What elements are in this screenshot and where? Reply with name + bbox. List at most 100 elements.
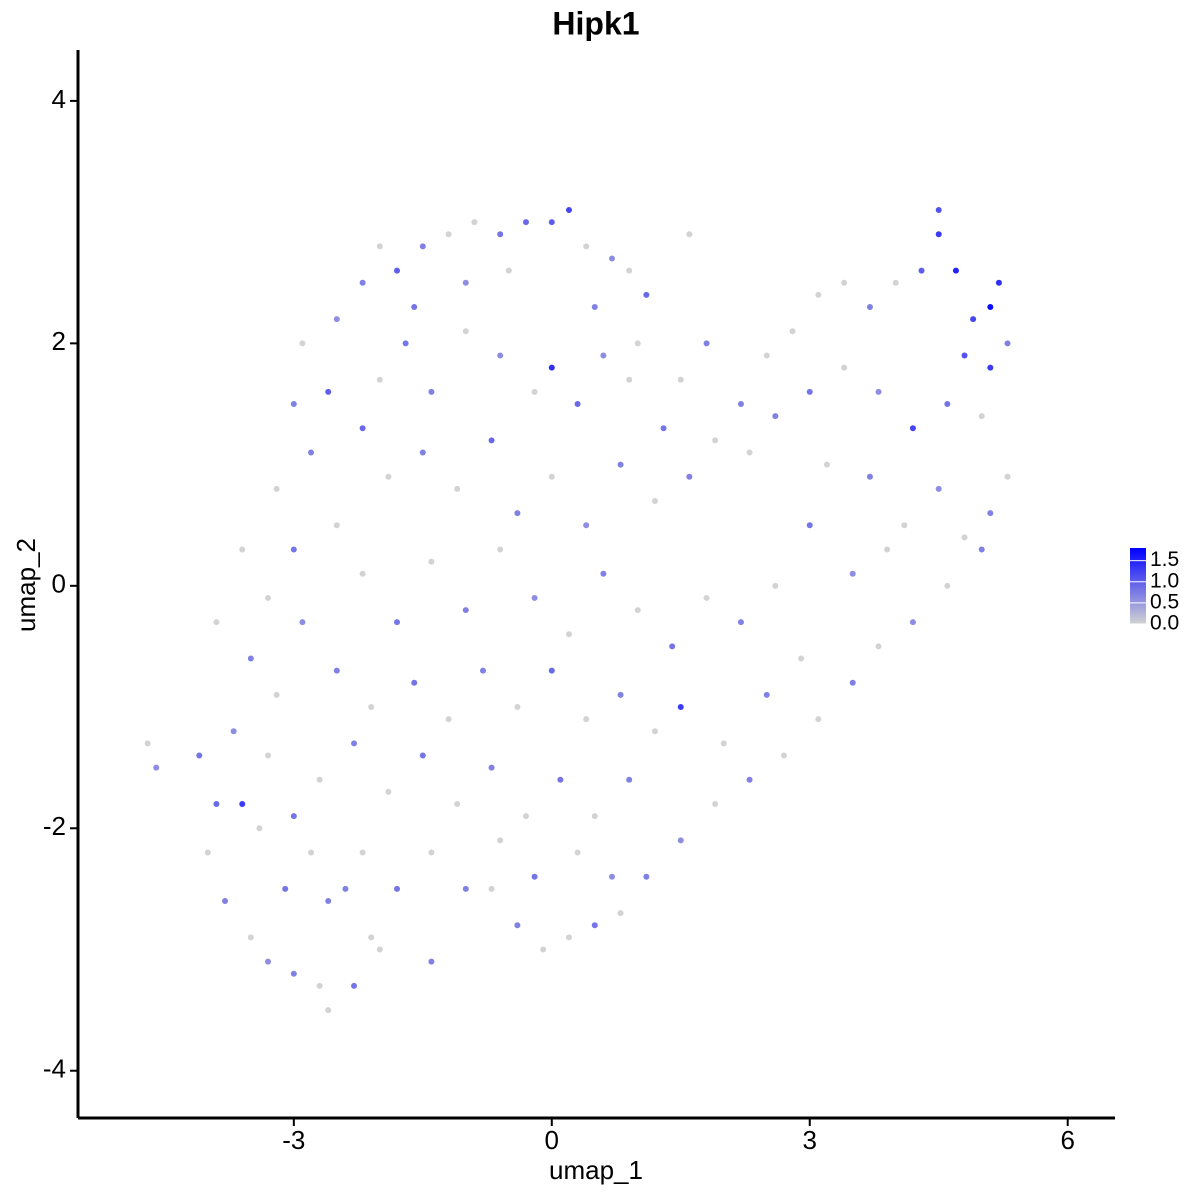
point [204,849,211,856]
point [987,364,994,371]
point [548,667,555,674]
point [359,570,366,577]
point [634,607,641,614]
point [239,801,246,808]
point [222,898,229,905]
point [497,546,504,553]
point [548,364,555,371]
point [952,267,959,274]
x-tick-label: 0 [545,1125,559,1155]
point [617,461,624,468]
point [660,425,667,432]
point [772,413,779,420]
point [600,352,607,359]
point [316,776,323,783]
point [394,267,401,274]
chart-title: Hipk1 [552,5,639,41]
point [445,716,452,723]
point [798,655,805,662]
point [419,449,426,456]
point [565,631,572,638]
point [909,425,916,432]
point [385,788,392,795]
point [385,473,392,480]
y-tick-label: -2 [43,811,66,841]
point [548,473,555,480]
point [849,570,856,577]
point [325,1007,332,1014]
point [651,728,658,735]
point [712,801,719,808]
point [763,352,770,359]
color-tick-label: 0.0 [1150,612,1179,635]
point [247,934,254,941]
point [591,922,598,929]
point [806,522,813,529]
point [651,497,658,504]
point [935,231,942,238]
point [961,534,968,541]
point [772,582,779,589]
point [703,594,710,601]
point [290,546,297,553]
point [445,231,452,238]
point [428,849,435,856]
point [273,691,280,698]
point [626,267,633,274]
point [866,303,873,310]
point [256,825,263,832]
point [892,279,899,286]
point [299,340,306,347]
point [935,485,942,492]
color-bar [1130,548,1146,624]
point [419,243,426,250]
point [282,885,289,892]
point [909,619,916,626]
point [789,328,796,335]
point [591,813,598,820]
point [608,873,615,880]
point [686,231,693,238]
point [342,885,349,892]
point [1004,340,1011,347]
point [290,400,297,407]
x-tick-label: 6 [1060,1125,1074,1155]
point [866,473,873,480]
y-tick-label: 0 [52,569,66,599]
point [875,643,882,650]
point [428,388,435,395]
point [531,594,538,601]
point [677,376,684,383]
point [875,388,882,395]
point [351,982,358,989]
point [978,413,985,420]
point [333,316,340,323]
point [454,801,461,808]
point [213,801,220,808]
point [351,740,358,747]
color-tick-label: 0.5 [1150,590,1179,613]
point [247,655,254,662]
point [402,340,409,347]
point [153,764,160,771]
point [686,473,693,480]
point [737,400,744,407]
point [841,279,848,286]
point [583,243,590,250]
point [531,388,538,395]
point [815,716,822,723]
point [479,667,486,674]
point [565,934,572,941]
point [462,607,469,614]
point [780,752,787,759]
point [574,400,581,407]
point [763,691,770,698]
point [935,207,942,214]
point [497,231,504,238]
y-tick-label: 2 [52,326,66,356]
point [419,752,426,759]
point [987,510,994,517]
x-tick-label: 3 [803,1125,817,1155]
point [325,898,332,905]
point [712,437,719,444]
